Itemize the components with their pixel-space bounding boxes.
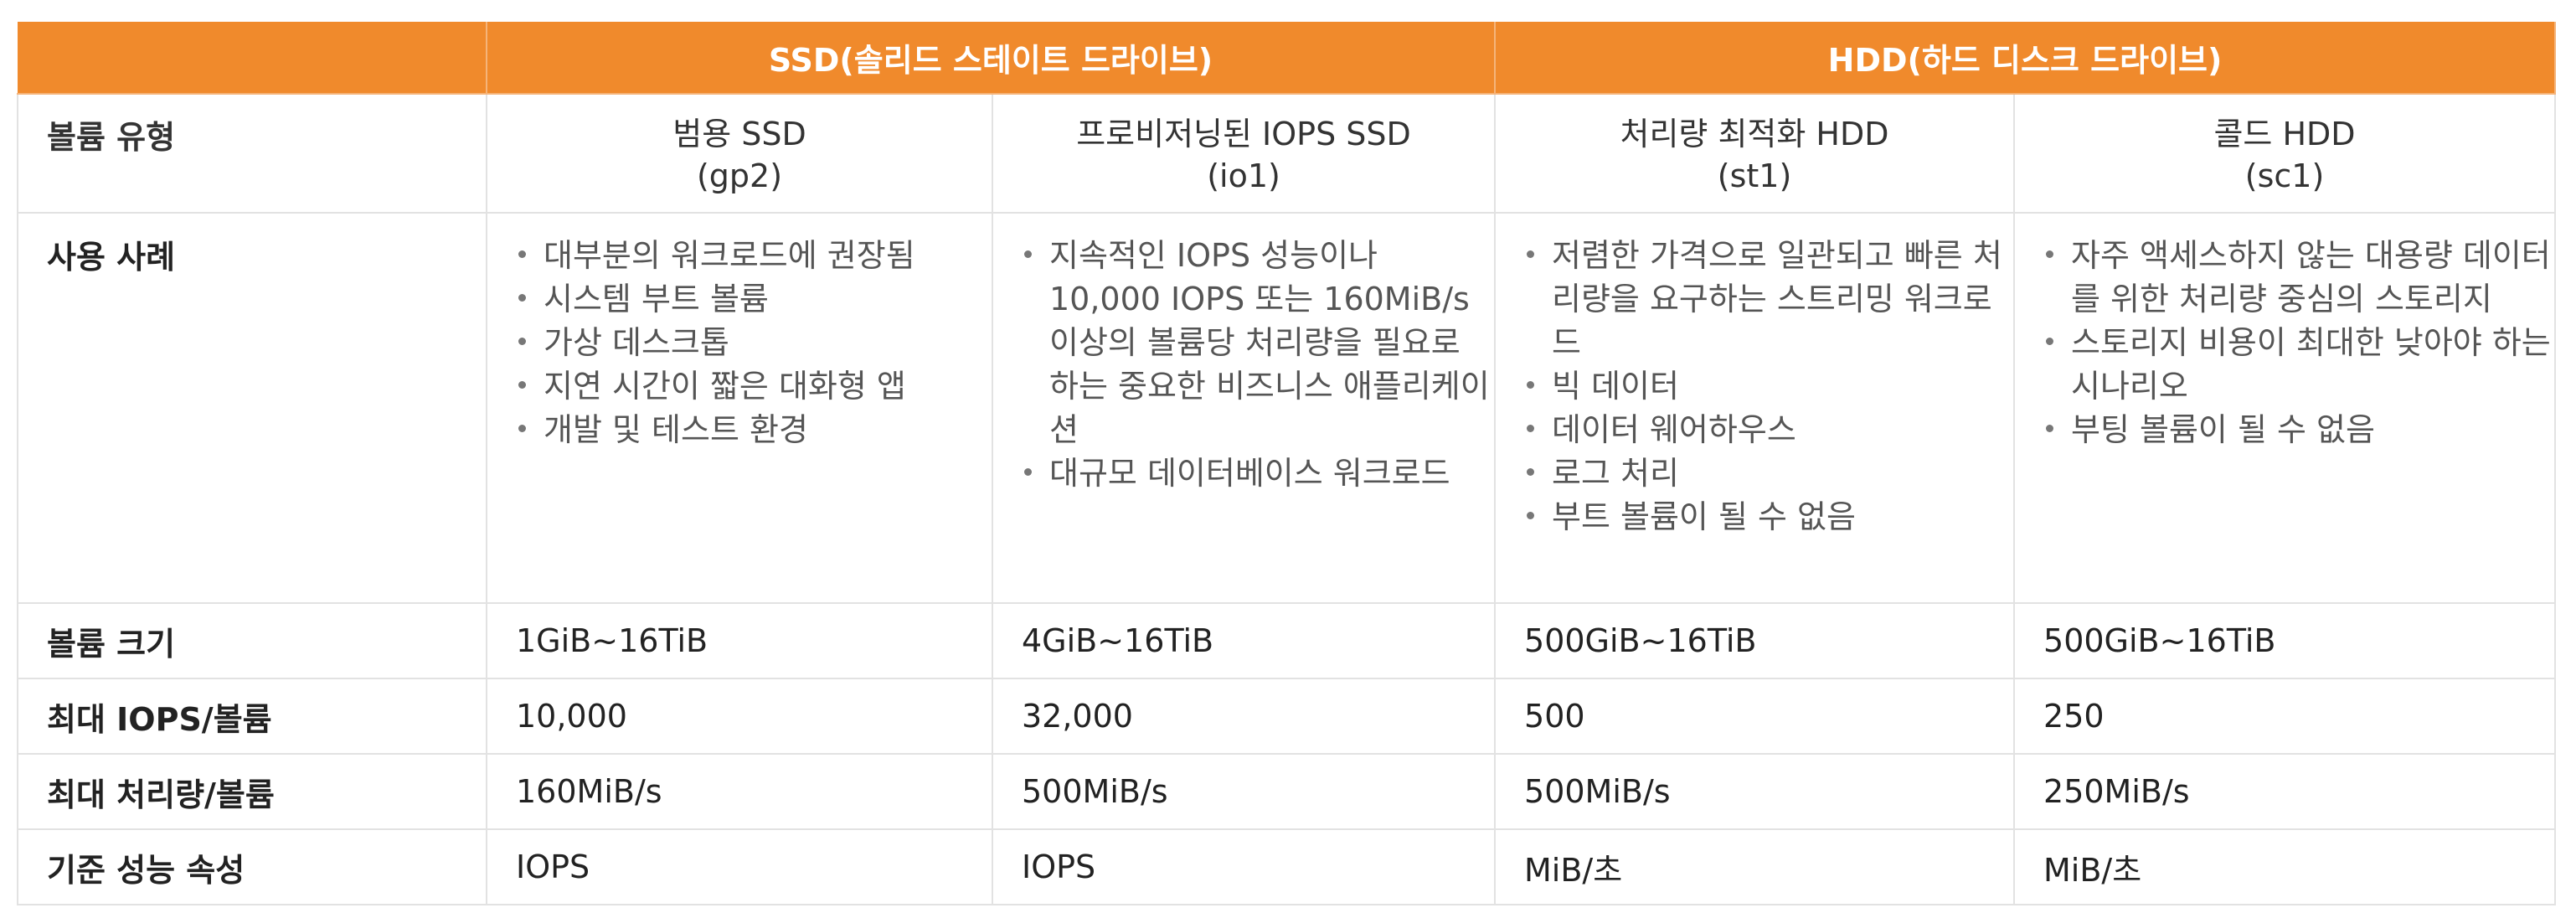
max-iops-sc1: 250	[2013, 678, 2557, 755]
volume-type-name: 프로비저닝된 IOPS SSD	[1076, 116, 1411, 152]
max-iops-st1: 500	[1494, 678, 2016, 755]
volume-size-gp2: 1GiB~16TiB	[486, 602, 993, 679]
row-label-volume-type: 볼륨 유형	[17, 93, 487, 214]
ssd-group-header: SSD(솔리드 스테이트 드라이브)	[485, 22, 1497, 95]
use-case-item: 자주 액세스하지 않는 대용량 데이터를 위한 처리량 중심의 스토리지	[2044, 234, 2553, 321]
hdd-group-header: HDD(하드 디스크 드라이브)	[1494, 22, 2557, 95]
use-case-item: 가상 데스크톱	[517, 321, 991, 364]
max-iops-io1: 32,000	[991, 678, 1497, 755]
use-case-list: 저렴한 가격으로 일관되고 빠른 처리량을 요구하는 스트리밍 워크로드 빅 데…	[1497, 234, 2012, 539]
volume-type-code: (io1)	[1207, 157, 1280, 194]
header-blank-cell	[18, 22, 487, 95]
perf-attr-gp2: IOPS	[486, 828, 993, 905]
use-case-item: 부트 볼륨이 될 수 없음	[1525, 495, 2012, 539]
row-label-performance-attribute: 기준 성능 속성	[17, 828, 487, 905]
max-throughput-row: 최대 처리량/볼륨 160MiB/s 500MiB/s 500MiB/s 250…	[17, 753, 2557, 830]
max-throughput-sc1: 250MiB/s	[2013, 753, 2557, 830]
volume-type-sc1: 콜드 HDD (sc1)	[2013, 93, 2557, 214]
use-case-item: 스토리지 비용이 최대한 낮아야 하는 시나리오	[2044, 321, 2553, 408]
performance-attribute-row: 기준 성능 속성 IOPS IOPS MiB/초 MiB/초	[17, 828, 2557, 905]
volume-size-sc1: 500GiB~16TiB	[2013, 602, 2557, 679]
row-label-max-iops: 최대 IOPS/볼륨	[17, 678, 487, 755]
use-case-item: 개발 및 테스트 환경	[517, 408, 991, 451]
use-case-item: 부팅 볼륨이 될 수 없음	[2044, 408, 2553, 451]
volume-size-row: 볼륨 크기 1GiB~16TiB 4GiB~16TiB 500GiB~16TiB…	[17, 602, 2557, 679]
volume-type-row: 볼륨 유형 범용 SSD (gp2) 프로비저닝된 IOPS SSD (io1)…	[17, 93, 2557, 214]
ebs-volume-type-table: SSD(솔리드 스테이트 드라이브) HDD(하드 디스크 드라이브) 볼륨 유…	[17, 22, 2557, 905]
use-case-list: 대부분의 워크로드에 권장됨 시스템 부트 볼륨 가상 데스크톱 지연 시간이 …	[488, 234, 991, 451]
volume-type-name: 범용 SSD	[672, 116, 806, 152]
use-case-item: 데이터 웨어하우스	[1525, 408, 2012, 451]
use-case-item: 시스템 부트 볼륨	[517, 277, 991, 321]
use-case-item: 저렴한 가격으로 일관되고 빠른 처리량을 요구하는 스트리밍 워크로드	[1525, 234, 2012, 364]
use-case-item: 빅 데이터	[1525, 364, 2012, 408]
row-label-volume-size: 볼륨 크기	[17, 602, 487, 679]
volume-type-io1: 프로비저닝된 IOPS SSD (io1)	[991, 93, 1497, 214]
use-case-row: 사용 사례 대부분의 워크로드에 권장됨 시스템 부트 볼륨 가상 데스크톱 지…	[17, 212, 2557, 604]
use-case-item: 로그 처리	[1525, 451, 2012, 495]
perf-attr-st1: MiB/초	[1494, 828, 2016, 905]
use-cases-io1: 지속적인 IOPS 성능이나 10,000 IOPS 또는 160MiB/s 이…	[991, 212, 1497, 604]
perf-attr-io1: IOPS	[991, 828, 1497, 905]
use-cases-st1: 저렴한 가격으로 일관되고 빠른 처리량을 요구하는 스트리밍 워크로드 빅 데…	[1494, 212, 2016, 604]
use-case-item: 대규모 데이터베이스 워크로드	[1023, 451, 1493, 495]
use-case-list: 지속적인 IOPS 성능이나 10,000 IOPS 또는 160MiB/s 이…	[994, 234, 1493, 495]
max-throughput-st1: 500MiB/s	[1494, 753, 2016, 830]
max-throughput-io1: 500MiB/s	[991, 753, 1497, 830]
volume-type-gp2: 범용 SSD (gp2)	[486, 93, 993, 214]
max-iops-gp2: 10,000	[486, 678, 993, 755]
use-case-list: 자주 액세스하지 않는 대용량 데이터를 위한 처리량 중심의 스토리지 스토리…	[2016, 234, 2553, 451]
use-cases-gp2: 대부분의 워크로드에 권장됨 시스템 부트 볼륨 가상 데스크톱 지연 시간이 …	[486, 212, 993, 604]
volume-type-name: 처리량 최적화 HDD	[1620, 116, 1889, 152]
row-label-max-throughput: 최대 처리량/볼륨	[17, 753, 487, 830]
group-header-row: SSD(솔리드 스테이트 드라이브) HDD(하드 디스크 드라이브)	[18, 22, 2557, 95]
use-case-item: 지속적인 IOPS 성능이나 10,000 IOPS 또는 160MiB/s 이…	[1023, 234, 1493, 451]
perf-attr-sc1: MiB/초	[2013, 828, 2557, 905]
row-label-use-cases: 사용 사례	[17, 212, 487, 604]
volume-type-name: 콜드 HDD	[2213, 116, 2356, 152]
volume-size-io1: 4GiB~16TiB	[991, 602, 1497, 679]
use-case-item: 지연 시간이 짧은 대화형 앱	[517, 364, 991, 408]
volume-size-st1: 500GiB~16TiB	[1494, 602, 2016, 679]
use-case-item: 대부분의 워크로드에 권장됨	[517, 234, 991, 277]
volume-type-code: (sc1)	[2244, 157, 2325, 194]
volume-type-code: (gp2)	[696, 157, 783, 194]
max-iops-row: 최대 IOPS/볼륨 10,000 32,000 500 250	[17, 678, 2557, 755]
volume-type-st1: 처리량 최적화 HDD (st1)	[1494, 93, 2016, 214]
volume-type-code: (st1)	[1717, 157, 1792, 194]
use-cases-sc1: 자주 액세스하지 않는 대용량 데이터를 위한 처리량 중심의 스토리지 스토리…	[2013, 212, 2557, 604]
max-throughput-gp2: 160MiB/s	[486, 753, 993, 830]
